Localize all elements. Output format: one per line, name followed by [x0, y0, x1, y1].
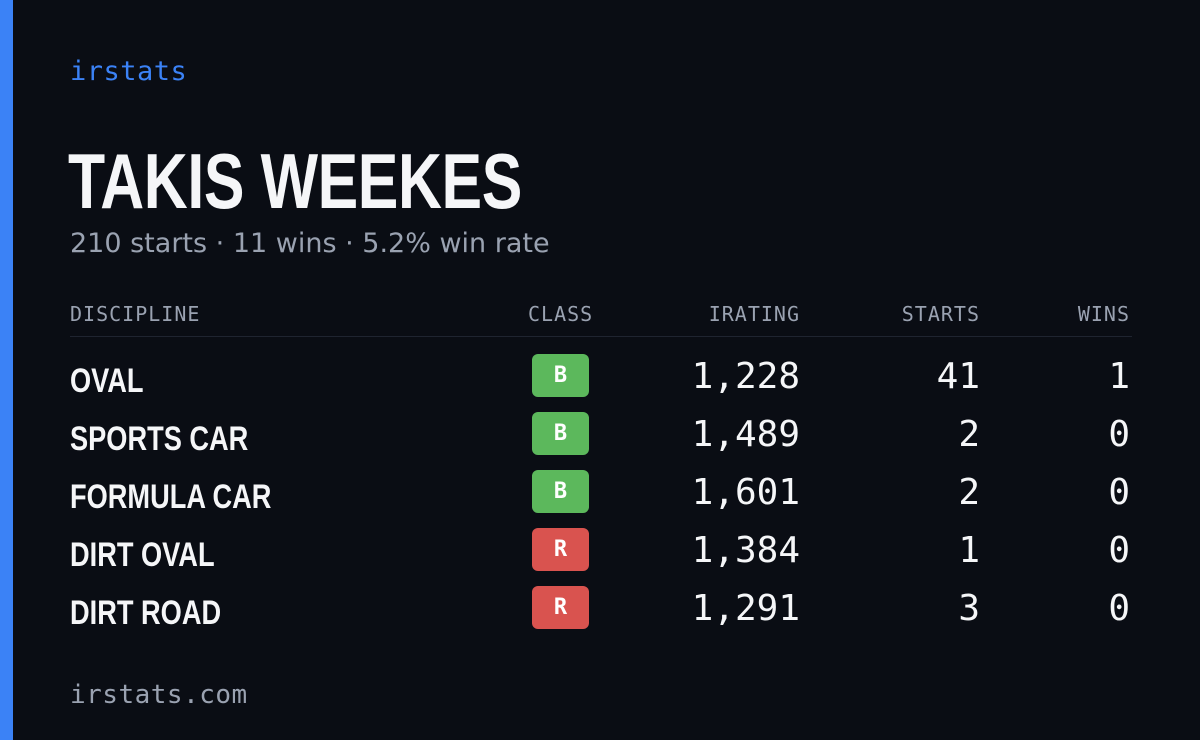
- table-row: SPORTS CAR B 1,489 2 0: [70, 406, 1132, 464]
- discipline-name: DIRT ROAD: [70, 594, 222, 632]
- table-row: OVAL B 1,228 41 1: [70, 348, 1132, 406]
- starts-value: 2: [958, 414, 980, 455]
- irating-value: 1,228: [691, 356, 800, 397]
- starts-value: 1: [958, 530, 980, 571]
- table-row: DIRT ROAD R 1,291 3 0: [70, 580, 1132, 638]
- class-badge: R: [532, 586, 589, 629]
- wins-value: 1: [1108, 356, 1130, 397]
- irating-value: 1,601: [691, 472, 800, 513]
- brand-logo: irstats: [70, 56, 188, 87]
- irating-value: 1,489: [691, 414, 800, 455]
- starts-value: 3: [958, 588, 980, 629]
- discipline-name: DIRT OVAL: [70, 536, 215, 574]
- discipline-name: FORMULA CAR: [70, 478, 272, 516]
- header-class: CLASS: [528, 302, 594, 326]
- driver-name: TAKIS WEEKES: [68, 137, 522, 225]
- discipline-name: OVAL: [70, 362, 144, 400]
- class-badge: B: [532, 354, 589, 397]
- header-starts: STARTS: [901, 302, 980, 326]
- wins-value: 0: [1108, 530, 1130, 571]
- table-body: OVAL B 1,228 41 1 SPORTS CAR B 1,489 2 0…: [70, 348, 1132, 638]
- driver-summary: 210 starts · 11 wins · 5.2% win rate: [70, 228, 550, 259]
- header-wins: WINS: [1077, 302, 1130, 326]
- starts-value: 41: [936, 356, 980, 397]
- header-irating: IRATING: [708, 302, 800, 326]
- wins-value: 0: [1108, 414, 1130, 455]
- class-badge: R: [532, 528, 589, 571]
- accent-bar: [0, 0, 13, 740]
- class-badge: B: [532, 412, 589, 455]
- wins-value: 0: [1108, 588, 1130, 629]
- table-row: DIRT OVAL R 1,384 1 0: [70, 522, 1132, 580]
- irating-value: 1,291: [691, 588, 800, 629]
- table-header: DISCIPLINE CLASS IRATING STARTS WINS: [70, 300, 1132, 337]
- footer-url: irstats.com: [70, 680, 248, 710]
- starts-value: 2: [958, 472, 980, 513]
- class-badge: B: [532, 470, 589, 513]
- wins-value: 0: [1108, 472, 1130, 513]
- table-row: FORMULA CAR B 1,601 2 0: [70, 464, 1132, 522]
- header-discipline: DISCIPLINE: [70, 302, 201, 326]
- irating-value: 1,384: [691, 530, 800, 571]
- discipline-name: SPORTS CAR: [70, 420, 249, 458]
